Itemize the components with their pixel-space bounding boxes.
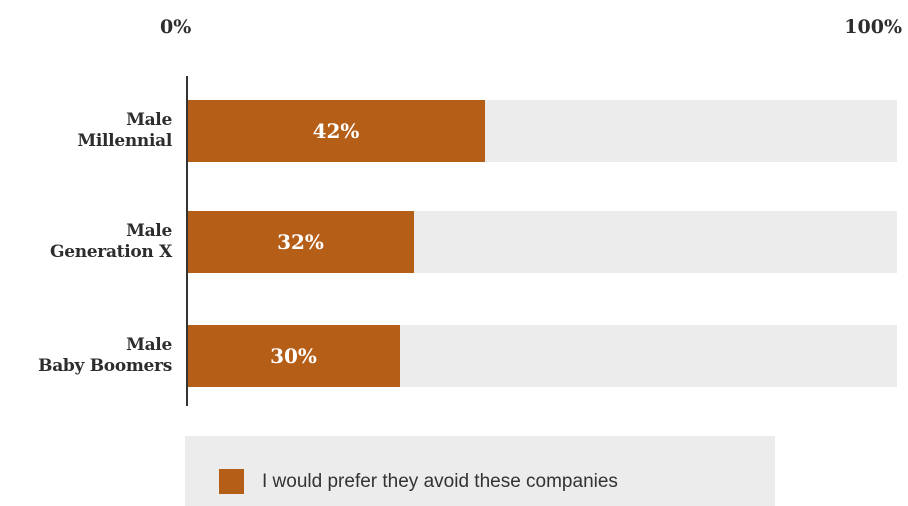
category-label-line: Generation X — [50, 242, 172, 262]
legend-label: I would prefer they avoid these companie… — [262, 471, 618, 492]
x-tick-label-max: 100% — [844, 16, 902, 38]
bar-track: 32% — [187, 211, 897, 273]
legend: I would prefer they avoid these companie… — [185, 436, 775, 506]
bar-row: Male Generation X 32% — [0, 211, 908, 273]
bar: 32% — [187, 211, 414, 273]
bar: 42% — [187, 100, 485, 162]
bar-track: 30% — [187, 325, 897, 387]
category-label: Male Millennial — [77, 100, 172, 162]
bar-value-label: 30% — [270, 344, 317, 368]
category-label-line: Male — [126, 221, 172, 241]
bar-row: Male Millennial 42% — [0, 100, 908, 162]
category-label-line: Baby Boomers — [38, 356, 172, 376]
bar-value-label: 32% — [277, 230, 324, 254]
y-axis-line — [186, 76, 188, 406]
category-label: Male Generation X — [50, 211, 172, 273]
bar-value-label: 42% — [312, 119, 360, 143]
category-label-line: Male — [126, 335, 172, 355]
bar-row: Male Baby Boomers 30% — [0, 325, 908, 387]
x-tick-label-min: 0% — [160, 16, 192, 38]
category-label-line: Millennial — [77, 131, 172, 151]
bar: 30% — [187, 325, 400, 387]
bar-track: 42% — [187, 100, 897, 162]
category-label-line: Male — [126, 110, 172, 130]
legend-swatch — [219, 469, 244, 494]
category-label: Male Baby Boomers — [38, 325, 172, 387]
